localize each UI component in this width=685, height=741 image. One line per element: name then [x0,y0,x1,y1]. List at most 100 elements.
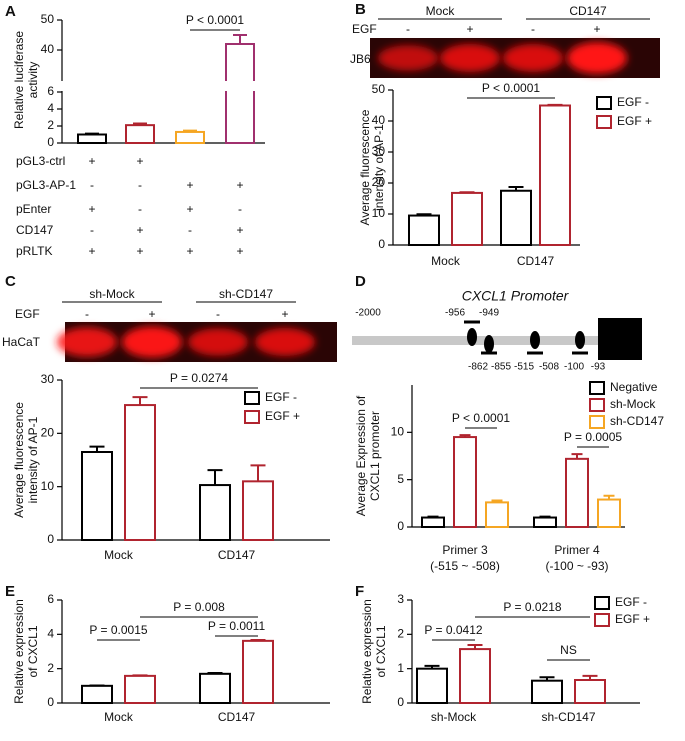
legend-label: sh-Mock [610,397,656,411]
binding-site [575,331,585,349]
binding-site [484,335,494,353]
bar [451,191,483,246]
bar [199,672,231,704]
blot-sign: + [593,22,600,36]
table-sign: + [186,178,193,192]
y-axis-label: Average fluorescence [12,402,26,518]
blot-band [122,326,182,358]
panel-label: E [5,583,15,600]
table-sign: + [88,244,95,258]
error-bar [132,674,148,677]
x-tick-label: Mock [104,710,134,724]
blot-sign: - [216,307,220,321]
error-bar [132,396,148,406]
y-tick-label: 10 [41,479,55,493]
y-tick-label: 4 [47,627,54,641]
table-sign: - [90,178,94,192]
table-sign: + [88,154,95,168]
error-bar [133,122,147,126]
x-tick-label: Mock [104,548,134,562]
significance-label: P = 0.0011 [208,619,266,633]
table-sign: + [88,202,95,216]
bar [242,480,274,542]
binding-site [530,331,540,349]
blot-cell-line: HaCaT [2,335,41,349]
y-axis-label: Relative luciferase [12,31,26,129]
error-bar [459,434,471,438]
legend-label: EGF + [265,409,300,423]
bar [81,451,113,541]
blot-group-label: sh-CD147 [219,287,273,301]
y-tick-label: 20 [41,426,55,440]
legend-label: EGF - [617,95,649,109]
error-bar [547,103,563,106]
y-tick-label: 2 [47,661,54,675]
promoter-title: CXCL1 Promoter [462,288,570,304]
legend-swatch [244,410,260,424]
blot-band [440,44,500,72]
error-bar [233,34,247,44]
y-tick-label: 0 [378,237,385,251]
blot-band [567,42,627,74]
bar [565,457,589,528]
significance-label: P < 0.0001 [452,411,510,425]
error-bar [85,132,99,135]
x-tick-label: CD147 [517,254,555,268]
table-row-label: pGL3-ctrl [16,154,65,168]
table-sign: + [186,244,193,258]
y-tick-label: 1 [397,661,404,675]
y-tick-label: 0 [397,695,404,709]
y-tick-label: 0 [47,532,54,546]
y-tick-label: 30 [372,144,386,158]
x-tick-label: sh-Mock [431,710,477,724]
error-bar [207,671,223,674]
bar [533,516,557,528]
legend-label: EGF + [617,114,652,128]
significance-label: P = 0.0218 [503,600,561,614]
legend-label: sh-CD147 [610,414,664,428]
blot-sign: - [406,22,410,36]
site-label: -508 [539,362,559,373]
y-tick-label: 30 [41,372,55,386]
y-tick-label: 2 [47,118,54,132]
panel-label: F [355,583,364,600]
significance-label: P < 0.0001 [482,81,540,95]
blot-band [503,44,563,72]
bar [459,648,491,705]
error-bar [582,674,598,680]
y-tick-label: 0 [47,135,54,149]
blot-sign: + [281,307,288,321]
table-sign: + [236,178,243,192]
y-axis-label: Average fluorescence [358,109,372,225]
table-row-label: pGL3-AP-1 [16,178,76,192]
legend-label: EGF - [265,390,297,404]
table-sign: + [236,244,243,258]
y-axis-label: of CXCL1 [26,625,40,677]
legend-swatch [596,115,612,129]
bar [531,679,563,705]
table-row-label: CD147 [16,223,54,237]
site-label: -100 [564,362,584,373]
y-tick-label: 20 [372,175,386,189]
bar [125,124,155,145]
binding-site [467,328,477,346]
y-tick-label: 40 [41,42,55,56]
significance-label: P = 0.0274 [170,371,228,385]
significance-label: P = 0.008 [173,600,225,614]
promoter-start: -2000 [355,308,381,319]
blot-cell-line: JB6 [350,52,371,66]
bar [124,404,156,542]
axis-break-gap [56,81,269,91]
table-sign: - [90,223,94,237]
significance-label: P = 0.0005 [564,430,622,444]
legend-label: Negative [610,380,658,394]
error-bar [539,515,551,518]
bar [539,104,571,246]
blot-sign: - [85,307,89,321]
y-axis-label: intensity of AP-1 [26,416,40,503]
table-row-label: pRLTK [16,244,52,258]
error-bar [424,664,440,669]
significance-label: P < 0.0001 [186,13,244,27]
y-tick-label: 40 [372,113,386,127]
table-row-label: pEnter [16,202,51,216]
